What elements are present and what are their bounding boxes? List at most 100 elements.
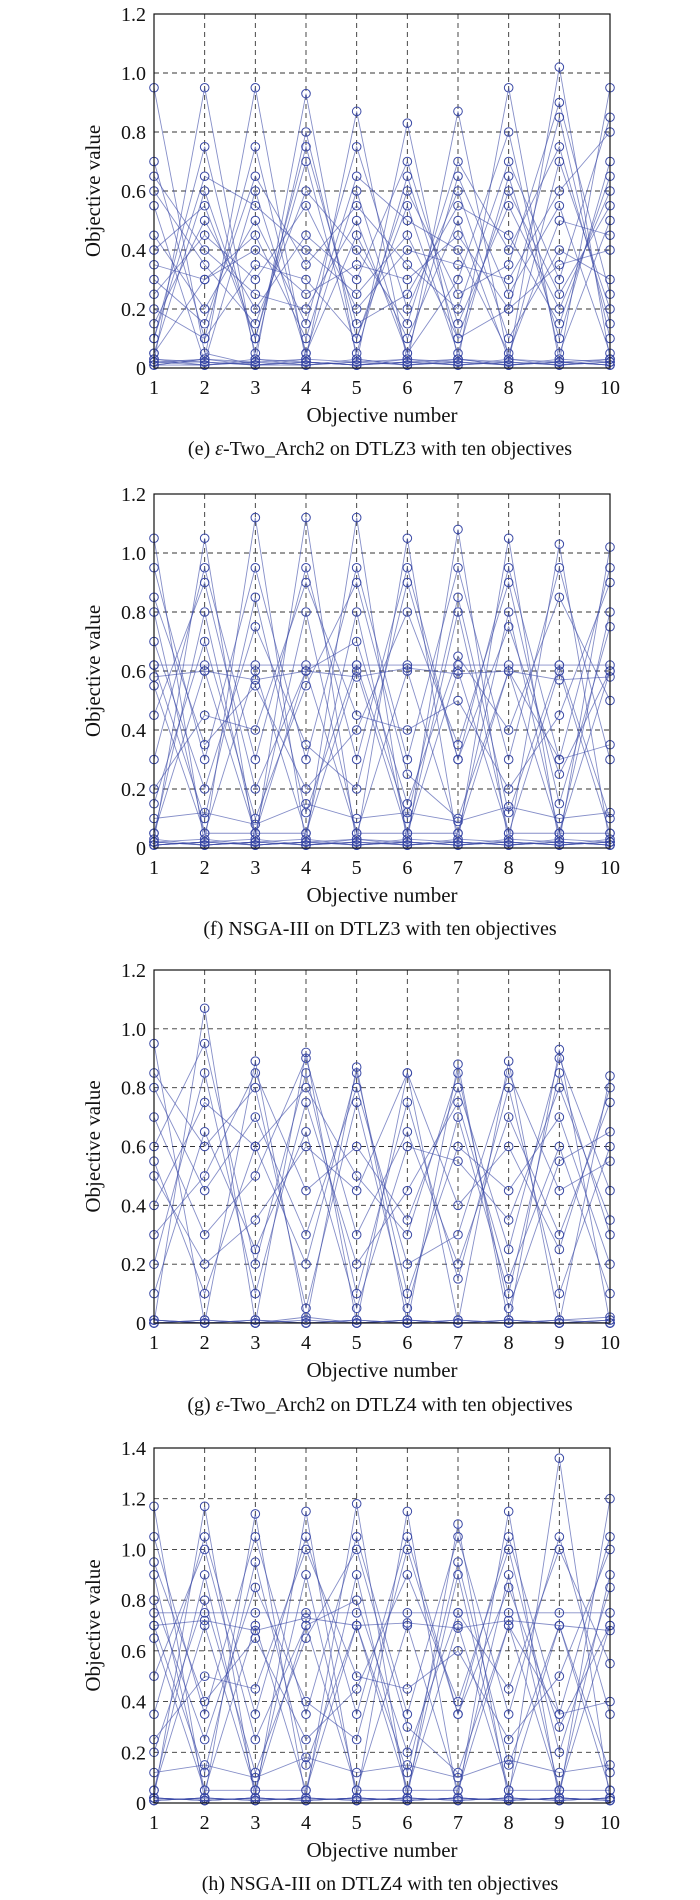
data-point bbox=[250, 1557, 261, 1567]
x-axis-label: Objective number bbox=[306, 883, 457, 907]
series-line-3 bbox=[154, 1052, 610, 1324]
data-point bbox=[301, 333, 311, 344]
data-point bbox=[554, 562, 565, 573]
data-point bbox=[250, 200, 261, 211]
data-point bbox=[453, 230, 463, 241]
data-point bbox=[250, 354, 261, 364]
series-line-23 bbox=[153, 174, 611, 355]
data-point bbox=[250, 1244, 261, 1255]
data-point bbox=[199, 1767, 210, 1778]
data-point bbox=[250, 289, 261, 300]
data-point bbox=[199, 562, 210, 573]
series-line-20 bbox=[153, 580, 611, 791]
data-point bbox=[199, 1595, 210, 1605]
data-point bbox=[301, 1315, 311, 1325]
data-point bbox=[554, 1185, 565, 1196]
data-point bbox=[453, 156, 463, 167]
y-tick-label: 0 bbox=[136, 1313, 146, 1335]
data-point bbox=[301, 840, 311, 850]
data-point bbox=[503, 1185, 514, 1196]
data-point bbox=[402, 1506, 413, 1517]
x-axis-label: Objective number bbox=[306, 1838, 457, 1862]
data-point bbox=[453, 524, 463, 535]
data-point bbox=[402, 562, 413, 573]
x-tick-label: 7 bbox=[453, 1332, 463, 1354]
data-point bbox=[199, 259, 210, 270]
series-line-16 bbox=[153, 611, 611, 834]
data-point bbox=[453, 333, 463, 344]
data-point bbox=[453, 1569, 463, 1580]
data-point bbox=[199, 1620, 210, 1631]
data-point bbox=[250, 1288, 261, 1299]
data-point bbox=[402, 1785, 413, 1796]
data-point bbox=[554, 1671, 565, 1682]
y-tick-label: 1.4 bbox=[121, 1438, 146, 1460]
data-point bbox=[351, 1229, 362, 1240]
series-line-21 bbox=[153, 581, 611, 790]
data-point bbox=[402, 360, 413, 370]
data-point bbox=[199, 828, 210, 839]
y-tick-label: 0.4 bbox=[121, 720, 146, 742]
series-line-13 bbox=[153, 669, 611, 835]
plot-frame bbox=[153, 13, 611, 369]
data-point bbox=[250, 1684, 261, 1694]
data-point bbox=[453, 754, 463, 765]
data-point bbox=[351, 1303, 362, 1314]
data-point bbox=[402, 1229, 413, 1240]
data-point bbox=[453, 106, 463, 117]
data-point bbox=[250, 1767, 261, 1778]
data-point bbox=[503, 621, 514, 632]
series-line-8 bbox=[153, 544, 611, 846]
data-point bbox=[453, 289, 463, 300]
data-point bbox=[199, 171, 210, 182]
y-tick-label: 0 bbox=[136, 838, 146, 860]
data-point bbox=[503, 1760, 514, 1770]
data-point bbox=[453, 259, 463, 270]
caption-rest: -Two_Arch2 on DTLZ3 with ten objectives bbox=[223, 438, 572, 460]
data-point bbox=[554, 666, 565, 676]
data-point bbox=[503, 1112, 514, 1122]
data-point bbox=[554, 1156, 565, 1167]
data-point bbox=[199, 333, 210, 344]
data-point bbox=[250, 512, 261, 523]
data-point bbox=[554, 289, 565, 300]
x-tick-label: 9 bbox=[554, 1812, 564, 1834]
data-point bbox=[453, 1557, 463, 1567]
data-point bbox=[250, 784, 261, 794]
data-point bbox=[199, 1038, 210, 1049]
data-point bbox=[250, 186, 261, 196]
data-point bbox=[453, 1259, 463, 1269]
data-point bbox=[250, 813, 261, 824]
data-point bbox=[554, 1053, 565, 1064]
data-point bbox=[199, 636, 210, 647]
x-tick-label: 9 bbox=[554, 857, 564, 879]
x-tick-label: 2 bbox=[200, 1332, 210, 1354]
data-point bbox=[250, 1082, 261, 1093]
chart-panel-2: 1 2 3 4 5 6 7 8 9 10 0 0.2 0.4 0.6 0.8 1.0 1.2 Objective … bbox=[81, 960, 620, 1416]
data-point bbox=[301, 1531, 311, 1542]
plot-frame bbox=[153, 1447, 611, 1804]
data-point bbox=[301, 1126, 311, 1137]
data-point bbox=[351, 1569, 362, 1580]
data-point bbox=[402, 769, 413, 780]
chart-panel-3: 1 2 3 4 5 6 7 8 9 10 0 0.2 0.4 0.6 0.8 1.0 1.2 1.4 Objecti… bbox=[81, 1438, 620, 1895]
data-point bbox=[453, 1785, 463, 1796]
data-point bbox=[453, 1229, 463, 1240]
data-point bbox=[199, 1315, 210, 1325]
data-point bbox=[503, 259, 514, 270]
data-point bbox=[402, 289, 413, 300]
data-point bbox=[351, 1709, 362, 1720]
data-point bbox=[250, 333, 261, 344]
data-point bbox=[199, 1171, 210, 1181]
data-point bbox=[199, 245, 210, 255]
data-point bbox=[199, 357, 210, 367]
data-point bbox=[250, 171, 261, 182]
data-point bbox=[453, 1097, 463, 1108]
data-point bbox=[554, 97, 565, 108]
data-point bbox=[351, 725, 362, 735]
series-line-10 bbox=[153, 1071, 611, 1309]
data-point bbox=[250, 1056, 261, 1066]
data-point bbox=[453, 1315, 463, 1325]
data-point bbox=[402, 186, 413, 196]
data-point bbox=[351, 200, 362, 211]
